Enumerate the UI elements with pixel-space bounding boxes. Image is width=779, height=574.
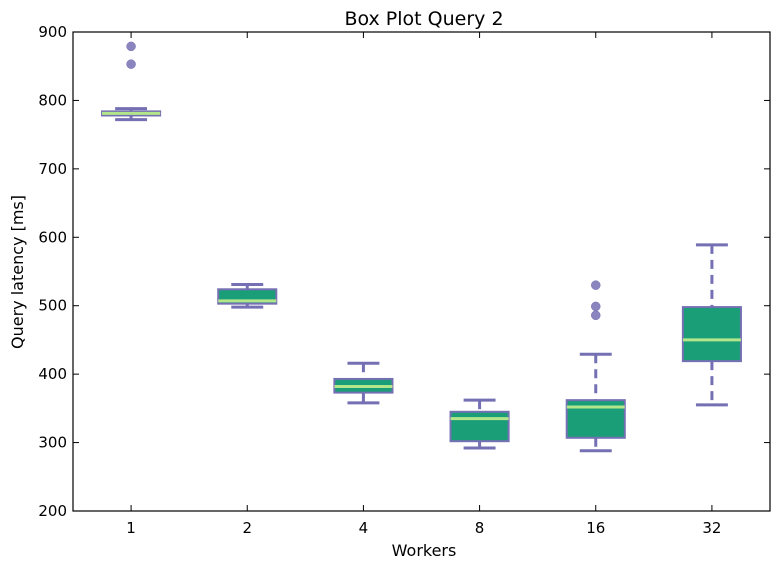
y-tick-label: 400	[38, 365, 67, 383]
outlier-point	[591, 301, 601, 312]
x-tick-label: 16	[586, 519, 605, 537]
box	[449, 410, 510, 443]
x-axis-label: Workers	[392, 541, 457, 560]
box-group-16	[565, 280, 626, 453]
x-tick-label: 8	[475, 519, 485, 537]
x-tick-label: 2	[242, 519, 252, 537]
box-group-32	[681, 243, 742, 407]
y-tick-label: 900	[38, 23, 67, 41]
y-tick-label: 700	[38, 160, 67, 178]
y-tick-label: 300	[38, 434, 67, 452]
plot-frame	[72, 31, 771, 512]
box-group-4	[333, 361, 394, 405]
x-tick-label: 1	[126, 519, 136, 537]
outlier-point	[591, 280, 601, 290]
plot-area: 200 300 400 500 600 700 800 900 1 2 4 8 16 32	[38, 23, 770, 537]
box-group-8	[449, 398, 510, 450]
y-tick-label: 800	[38, 91, 67, 109]
y-axis-label: Query latency [ms]	[8, 195, 27, 349]
box-group-2	[217, 283, 278, 309]
y-tick-label: 600	[38, 228, 67, 246]
box-group-1	[101, 41, 162, 122]
box	[681, 306, 742, 363]
outlier-point	[591, 310, 601, 321]
y-tick-label: 500	[38, 297, 67, 315]
y-tick-label: 200	[38, 502, 67, 520]
x-tick-label: 4	[359, 519, 369, 537]
x-tick-label: 32	[702, 519, 721, 537]
chart-title: Box Plot Query 2	[344, 8, 503, 30]
outlier-point	[126, 59, 136, 69]
outlier-point	[126, 41, 136, 52]
